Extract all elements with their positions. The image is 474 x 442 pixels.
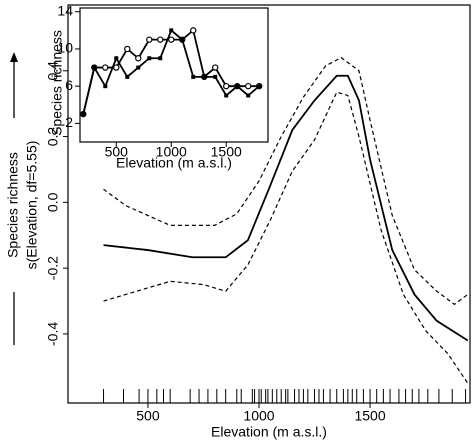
x-tick-label: 1500 [354, 408, 385, 424]
series-line [103, 91, 469, 384]
x-tick-label: 1500 [211, 144, 242, 160]
point [147, 56, 152, 61]
x-axis-label: Elevation (m a.s.l.) [211, 424, 327, 440]
point [125, 74, 130, 79]
x-tick-label: 500 [105, 144, 129, 160]
point [114, 56, 119, 61]
point [136, 65, 141, 70]
y-tick-label: -0.2 [45, 256, 61, 280]
x-axis-label: Elevation (m a.s.l.) [116, 155, 232, 171]
series-line [103, 74, 469, 342]
arrow-head [10, 52, 18, 62]
point [92, 65, 97, 70]
point [168, 36, 175, 43]
point [146, 36, 153, 43]
y-tick-label: -0.4 [45, 322, 61, 346]
x-tick-label: 1000 [156, 144, 187, 160]
point [224, 93, 229, 98]
point [246, 93, 251, 98]
point [157, 36, 164, 43]
series-line [103, 56, 469, 306]
point [245, 82, 252, 90]
y-tick-label: 0.0 [45, 192, 61, 212]
plot-frame [79, 7, 269, 143]
y-tick-label: 2 [65, 114, 73, 130]
point [169, 28, 174, 33]
point [135, 55, 142, 62]
point [202, 74, 207, 79]
point [180, 37, 185, 42]
point [158, 56, 163, 61]
inset-background [80, 8, 268, 142]
x-tick-label: 500 [136, 408, 160, 424]
x-tick-label: 1000 [243, 408, 274, 424]
y-tick-label: 0.2 [45, 127, 61, 147]
point [223, 82, 230, 90]
point [213, 74, 218, 79]
point [191, 74, 196, 79]
point [81, 112, 86, 117]
point [102, 64, 109, 71]
y-axis-label-2: s(Elevation, df=5.55) [24, 141, 40, 270]
y-tick-label: 6 [65, 77, 73, 93]
plot-frame [67, 4, 471, 404]
y-axis-label: Species richness [5, 152, 21, 258]
point [190, 27, 197, 34]
y-axis-label: Species richness [49, 30, 65, 136]
point [235, 84, 240, 89]
point [113, 64, 120, 71]
y-tick-label: 0.4 [45, 61, 61, 81]
point [257, 84, 262, 89]
point [103, 84, 108, 89]
point [212, 64, 219, 71]
y-tick-label: 10 [57, 40, 73, 56]
point [124, 45, 131, 53]
y-tick-label: 14 [57, 2, 73, 18]
